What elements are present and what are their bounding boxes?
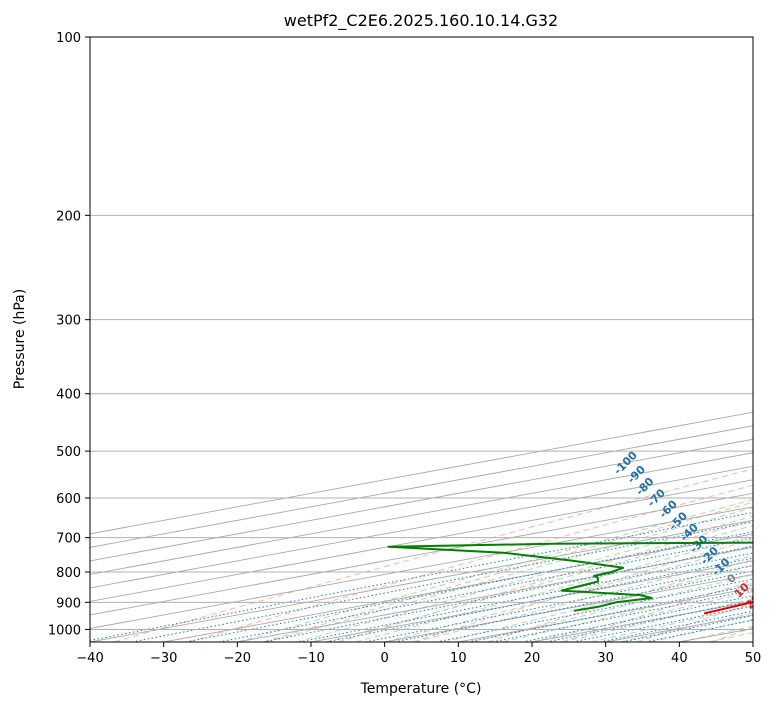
x-tick-label: 50 bbox=[745, 651, 762, 666]
mixing-ratio-line bbox=[436, 578, 753, 642]
x-tick-label: 30 bbox=[597, 651, 614, 666]
mixing-ratio-line bbox=[218, 537, 753, 642]
moist-adiabat bbox=[561, 598, 753, 642]
y-axis-title: Pressure (hPa) bbox=[12, 289, 28, 389]
moist-adiabat bbox=[472, 574, 753, 642]
mixing-ratio-line bbox=[492, 589, 753, 642]
dry-adiabat bbox=[188, 484, 753, 642]
x-tick-label: −20 bbox=[224, 651, 251, 666]
profile-series bbox=[387, 541, 753, 615]
isotherm bbox=[90, 425, 753, 548]
x-tick-label: 40 bbox=[671, 651, 688, 666]
isotherm bbox=[90, 506, 753, 629]
dry-adiabat bbox=[113, 468, 753, 642]
y-tick-label: 300 bbox=[56, 314, 81, 329]
plot-frame bbox=[89, 36, 754, 643]
x-tick-label: −40 bbox=[76, 651, 103, 666]
chart-title: wetPf2_C2E6.2025.160.10.14.G32 bbox=[284, 11, 558, 31]
dry-adiabat bbox=[562, 579, 753, 642]
mixing-ratio-line bbox=[394, 570, 753, 642]
moist-adiabat bbox=[502, 582, 753, 642]
x-tick-label: −30 bbox=[150, 651, 177, 666]
isotherm bbox=[90, 465, 753, 589]
moist-adiabat bbox=[325, 525, 753, 642]
dewpoint-line bbox=[387, 541, 753, 612]
isotherm bbox=[163, 533, 753, 642]
background-lines bbox=[90, 411, 753, 642]
y-tick-label: 800 bbox=[56, 566, 81, 581]
y-tick-label: 200 bbox=[56, 209, 81, 224]
y-tick-label: 500 bbox=[56, 445, 81, 460]
x-tick-label: 10 bbox=[450, 651, 467, 666]
x-tick-label: 20 bbox=[524, 651, 541, 666]
mixing-ratio-line bbox=[326, 557, 753, 642]
dry-adiabat bbox=[412, 538, 753, 642]
pressure-gridlines bbox=[90, 37, 753, 630]
isotherm bbox=[90, 438, 753, 562]
x-axis-title: Temperature (°C) bbox=[360, 681, 482, 697]
x-tick-label: −10 bbox=[297, 651, 324, 666]
mixing-ratio-line bbox=[365, 565, 753, 642]
y-tick-label: 700 bbox=[56, 532, 81, 547]
isotherm bbox=[90, 452, 753, 575]
mixing-ratio-line bbox=[90, 512, 753, 641]
isotherm bbox=[90, 492, 753, 616]
isotherm bbox=[90, 479, 753, 602]
y-tick-label: 400 bbox=[56, 388, 81, 403]
isotherm bbox=[90, 519, 753, 642]
y-tick-label: 900 bbox=[56, 596, 81, 611]
x-tick-label: 0 bbox=[381, 651, 389, 666]
moist-adiabat bbox=[413, 555, 753, 642]
mixing-ratio-line bbox=[467, 584, 753, 642]
y-tick-label: 600 bbox=[56, 492, 81, 507]
moist-adiabat bbox=[355, 534, 753, 642]
y-tick-label: 100 bbox=[56, 31, 81, 46]
x-axis: −40 −30 −20 −10 0 10 20 30 40 50 bbox=[76, 642, 761, 666]
y-tick-label: 1000 bbox=[48, 623, 81, 638]
dry-adiabat bbox=[338, 519, 753, 642]
mixing-ratio-line bbox=[185, 531, 753, 642]
y-axis: 100 200 300 400 500 600 700 800 900 1000 bbox=[48, 31, 90, 638]
isotherm-label: 20 bbox=[743, 592, 763, 612]
